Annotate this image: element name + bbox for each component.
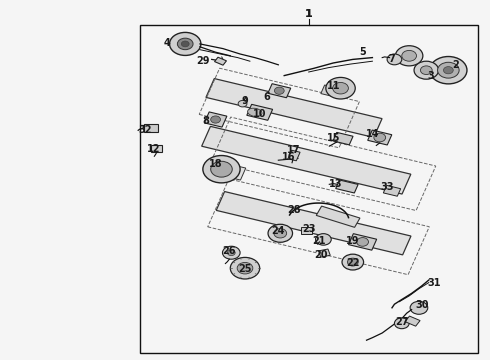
Circle shape (181, 41, 189, 47)
Polygon shape (301, 227, 312, 234)
Text: 27: 27 (395, 317, 409, 327)
Polygon shape (316, 206, 360, 227)
Text: 16: 16 (282, 152, 296, 162)
Polygon shape (206, 78, 382, 138)
Polygon shape (383, 185, 401, 196)
Text: 31: 31 (427, 278, 441, 288)
Text: 1: 1 (305, 9, 313, 19)
Circle shape (274, 87, 284, 94)
Text: 10: 10 (253, 109, 267, 119)
Text: 3: 3 (428, 71, 435, 81)
Circle shape (395, 46, 423, 66)
Circle shape (268, 224, 293, 242)
Circle shape (342, 254, 364, 270)
Text: 4: 4 (163, 38, 170, 48)
Text: 6: 6 (264, 92, 270, 102)
Text: 20: 20 (314, 249, 328, 260)
Circle shape (414, 61, 439, 79)
Circle shape (430, 57, 467, 84)
Polygon shape (151, 145, 162, 152)
Polygon shape (247, 104, 272, 120)
Text: 5: 5 (359, 47, 366, 57)
Polygon shape (405, 316, 420, 326)
Polygon shape (144, 124, 158, 132)
Text: 24: 24 (271, 226, 285, 236)
Polygon shape (216, 192, 411, 255)
Text: 26: 26 (222, 246, 236, 256)
Circle shape (443, 67, 453, 74)
Text: 29: 29 (196, 56, 210, 66)
Circle shape (387, 54, 402, 65)
Text: 15: 15 (326, 133, 340, 143)
Text: 23: 23 (302, 224, 316, 234)
Circle shape (230, 257, 260, 279)
Text: 14: 14 (366, 129, 379, 139)
Circle shape (227, 250, 235, 256)
Text: 30: 30 (416, 300, 429, 310)
Circle shape (177, 38, 193, 50)
Circle shape (333, 82, 348, 94)
Circle shape (420, 66, 432, 75)
Circle shape (238, 100, 247, 107)
Circle shape (316, 234, 331, 245)
Circle shape (374, 133, 386, 142)
Text: 28: 28 (287, 204, 301, 215)
Circle shape (410, 301, 428, 314)
Text: 32: 32 (139, 125, 152, 135)
Text: 18: 18 (209, 159, 222, 169)
Polygon shape (268, 84, 291, 98)
Circle shape (326, 77, 355, 99)
Circle shape (394, 318, 409, 329)
Polygon shape (318, 249, 330, 257)
Text: 25: 25 (238, 264, 252, 274)
Polygon shape (288, 150, 300, 161)
Polygon shape (321, 85, 345, 99)
Polygon shape (348, 234, 377, 250)
Circle shape (211, 161, 232, 177)
Circle shape (170, 32, 201, 55)
Polygon shape (215, 162, 246, 180)
Text: 17: 17 (287, 145, 301, 155)
Polygon shape (333, 132, 353, 145)
Text: 9: 9 (242, 96, 248, 106)
Circle shape (357, 238, 368, 246)
Polygon shape (368, 130, 392, 145)
Circle shape (222, 246, 240, 259)
Polygon shape (336, 180, 358, 193)
Text: 22: 22 (346, 258, 360, 268)
Text: 13: 13 (329, 179, 343, 189)
Text: 8: 8 (202, 116, 209, 126)
Text: 7: 7 (389, 54, 395, 64)
Text: 11: 11 (326, 81, 340, 91)
Text: 1: 1 (305, 9, 313, 19)
Circle shape (274, 229, 287, 238)
Text: 2: 2 (452, 60, 459, 70)
Text: 19: 19 (346, 236, 360, 246)
Polygon shape (202, 126, 411, 194)
Text: 21: 21 (312, 236, 325, 246)
Circle shape (203, 156, 240, 183)
Circle shape (402, 50, 416, 61)
Text: 12: 12 (147, 144, 160, 154)
Circle shape (347, 258, 358, 266)
Circle shape (211, 116, 220, 123)
Ellipse shape (247, 108, 262, 116)
Bar (140, 25, 478, 353)
Circle shape (438, 62, 459, 78)
Polygon shape (204, 112, 227, 127)
Circle shape (237, 262, 253, 274)
Polygon shape (215, 57, 226, 65)
Text: 33: 33 (380, 182, 394, 192)
